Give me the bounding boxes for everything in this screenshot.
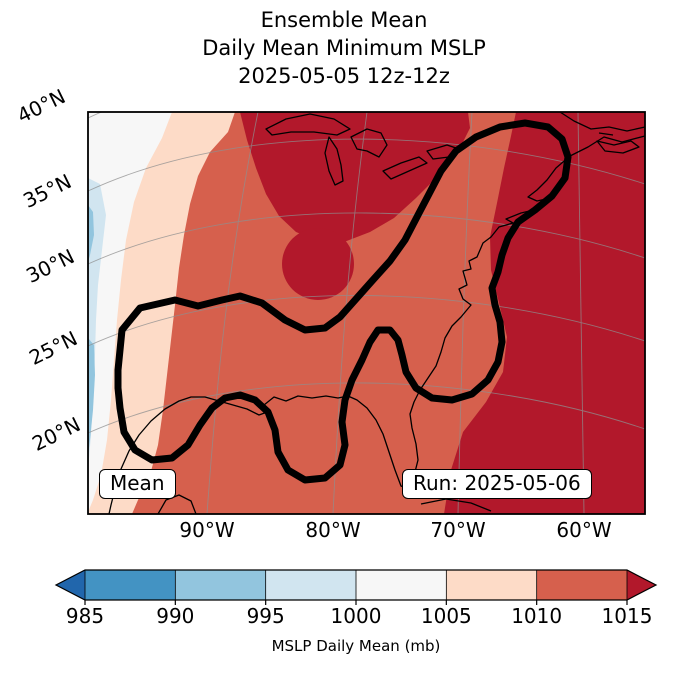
cb-tick-1010: 1010 (511, 604, 563, 628)
fill-over-1015-north (240, 112, 470, 242)
fill-990-995-region-south (88, 338, 95, 455)
coastline-lake-huron (350, 128, 388, 158)
run-label-box: Run: 2025-05-06 (402, 469, 592, 499)
colorbar-over-arrow (627, 570, 656, 600)
title-line-2: Daily Mean Minimum MSLP (202, 36, 486, 60)
colorbar-under-arrow (56, 570, 85, 600)
lon-label-80w: 80°W (305, 518, 361, 542)
coastline-yucatan (157, 494, 197, 514)
parallel-20n (88, 382, 645, 434)
colorbar-dividers (84, 570, 628, 600)
map-frame (87, 111, 646, 515)
run-label-text: Run: 2025-05-06 (413, 471, 581, 495)
lon-label-70w: 70°W (430, 518, 486, 542)
meridian-70w (457, 112, 473, 514)
coastline-lake-erie (382, 156, 428, 180)
colorbar-seg-995-1000 (265, 570, 356, 600)
map-canvas (88, 112, 645, 514)
meridian-80w (332, 112, 368, 514)
fill-over-1015-blob (282, 228, 354, 300)
colorbar-seg-1000-1005 (356, 570, 447, 600)
graticule (88, 112, 645, 514)
colorbar-seg-1005-1010 (446, 570, 537, 600)
cb-tick-1000: 1000 (330, 604, 382, 628)
title-line-1: Ensemble Mean (260, 8, 428, 32)
colorbar (54, 569, 658, 605)
mean-label-box: Mean (99, 469, 176, 499)
colorbar-ticks (84, 600, 628, 605)
parallel-30n (88, 212, 645, 265)
fill-1000-1005-region (88, 112, 172, 512)
mean-label-text: Mean (110, 471, 165, 495)
cb-tick-1005: 1005 (420, 604, 472, 628)
fill-990-995-region (88, 205, 94, 262)
colorbar-seg-1010-1015 (536, 570, 627, 600)
cb-tick-985: 985 (65, 604, 105, 628)
lon-label-60w: 60°W (556, 518, 612, 542)
ensemble-mean-contour (114, 119, 572, 484)
title-line-3: 2025-05-05 12z-12z (238, 64, 450, 88)
coastline-st-lawrence (559, 112, 645, 132)
colorbar-seg-990-995 (175, 570, 266, 600)
coastline-pei (598, 132, 614, 136)
cb-tick-1015: 1015 (601, 604, 653, 628)
coastline-nova-scotia (596, 140, 640, 154)
parallel-25n (88, 295, 645, 347)
lon-label-90w: 90°W (179, 518, 235, 542)
coastline-lake-michigan (324, 136, 344, 186)
colorbar-seg-985-990 (85, 570, 176, 600)
coastline-cuba (420, 498, 492, 512)
colorbar-axis-label: MSLP Daily Mean (mb) (271, 637, 441, 655)
meridian-90w (206, 112, 259, 514)
parallel-35n (88, 138, 645, 192)
cb-tick-990: 990 (156, 604, 195, 628)
cb-tick-995: 995 (246, 604, 285, 628)
figure-title: Ensemble Mean Daily Mean Minimum MSLP 20… (0, 6, 688, 90)
coastline-lake-superior (265, 113, 351, 136)
